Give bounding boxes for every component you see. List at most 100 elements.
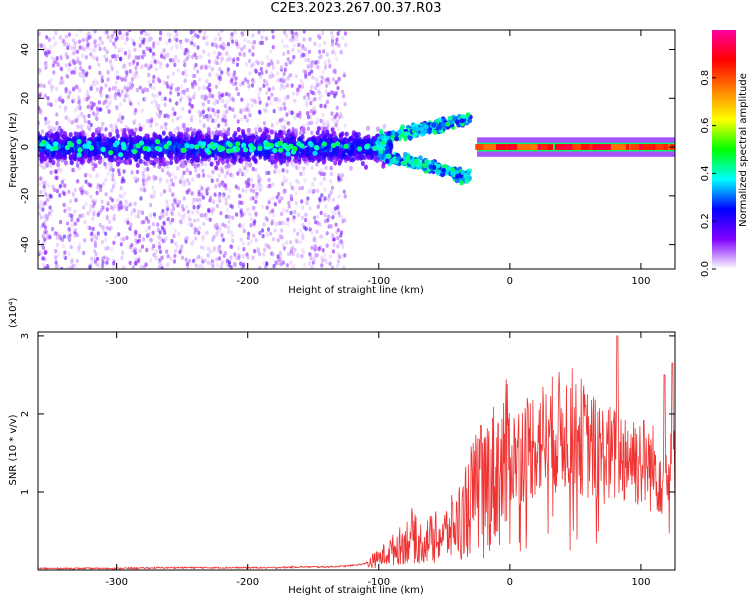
heatmap-noise-cell: [63, 183, 67, 188]
heatmap-noise-cell: [128, 202, 132, 207]
heatmap-noise-cell: [215, 262, 220, 268]
heatmap-noise-cell: [270, 61, 274, 66]
heatmap-noise-cell: [250, 40, 254, 46]
heatmap-noise-cell: [340, 215, 344, 220]
heatmap-noise-cell: [310, 84, 314, 90]
heatmap-noise-cell: [273, 202, 277, 207]
heatmap-band-cell: [165, 160, 170, 166]
heatmap-band-cell: [353, 143, 358, 149]
heatmap-noise-cell: [212, 50, 216, 56]
heatmap-noise-cell: [331, 249, 335, 254]
heatmap-band-cell: [169, 153, 174, 159]
heatmap-noise-cell: [133, 74, 137, 79]
heatmap-noise-cell: [149, 258, 153, 263]
heatmap-noise-cell: [93, 38, 97, 44]
heatmap-noise-cell: [162, 80, 166, 85]
heatmap-noise-cell: [128, 61, 132, 67]
heatmap-band-cell: [192, 128, 197, 134]
heatmap-noise-cell: [280, 39, 284, 44]
heatmap-noise-cell: [254, 100, 258, 105]
heatmap-noise-cell: [190, 177, 195, 182]
heatmap-band-peak: [76, 152, 82, 158]
heatmap-noise-cell: [218, 76, 222, 82]
heatmap-noise-cell: [295, 33, 299, 39]
heatmap-noise-cell: [304, 226, 308, 232]
heatmap-noise-cell: [318, 222, 322, 227]
heatmap-noise-cell: [262, 222, 266, 227]
heatmap-noise-cell: [211, 130, 215, 136]
heatmap-noise-cell: [313, 97, 317, 102]
heatmap-noise-cell: [109, 225, 113, 230]
heatmap-noise-cell: [152, 177, 156, 182]
heatmap-noise-cell: [239, 261, 243, 266]
heatmap-noise-cell: [239, 213, 243, 218]
heatmap-noise-cell: [41, 223, 45, 228]
heatmap-noise-cell: [52, 187, 57, 193]
heatmap-noise-cell: [334, 123, 338, 128]
heatmap-band-cell: [53, 132, 58, 138]
heatmap-noise-cell: [157, 114, 161, 119]
heatmap-noise-cell: [276, 254, 280, 259]
heatmap-noise-cell: [159, 236, 163, 241]
heatmap-noise-cell: [251, 45, 255, 50]
heatmap-noise-cell: [217, 173, 221, 178]
heatmap-noise-cell: [228, 55, 232, 60]
heatmap-noise-cell: [277, 106, 281, 112]
heatmap-noise-cell: [38, 109, 41, 115]
heatmap-band-peak: [217, 145, 223, 151]
heatmap-noise-cell: [65, 221, 70, 226]
heatmap-noise-cell: [280, 211, 284, 217]
heatmap-noise-cell: [145, 228, 149, 233]
heatmap-noise-cell: [243, 114, 247, 120]
heatmap-noise-cell: [285, 83, 289, 88]
heatmap-noise-cell: [242, 228, 246, 234]
heatmap-noise-cell: [337, 76, 341, 82]
heatmap-noise-cell: [301, 205, 305, 210]
heatmap-noise-cell: [252, 221, 256, 226]
heatmap-noise-cell: [110, 188, 114, 193]
heatmap-noise-cell: [141, 64, 145, 69]
heatmap-noise-cell: [224, 214, 228, 219]
heatmap-band-cell: [279, 159, 284, 165]
heatmap-noise-cell: [233, 114, 237, 119]
heatmap-noise-cell: [231, 215, 235, 220]
heatmap-band-cell: [285, 133, 290, 139]
heatmap-noise-cell: [120, 255, 124, 260]
heatmap-noise-cell: [151, 185, 155, 190]
heatmap-noise-cell: [192, 95, 196, 100]
heatmap-noise-cell: [319, 171, 323, 177]
heatmap-noise-cell: [319, 181, 323, 186]
heatmap-noise-cell: [188, 109, 192, 114]
heatmap-noise-cell: [280, 83, 284, 88]
heatmap-band-cell: [174, 158, 179, 164]
heatmap-noise-cell: [38, 31, 41, 36]
heatmap-noise-cell: [140, 108, 144, 114]
heatmap-noise-cell: [201, 123, 205, 128]
heatmap-noise-cell: [105, 225, 109, 231]
heatmap-noise-cell: [319, 54, 323, 59]
heatmap-noise-cell: [194, 55, 199, 60]
heatmap-noise-cell: [159, 212, 163, 217]
heatmap-noise-cell: [73, 233, 77, 238]
heatmap-noise-cell: [76, 233, 80, 238]
heatmap-noise-cell: [286, 57, 290, 62]
heatmap-noise-cell: [304, 217, 308, 223]
heatmap-noise-cell: [105, 49, 109, 54]
heatmap-noise-cell: [158, 36, 162, 41]
heatmap-band-cell: [135, 162, 140, 168]
heatmap-noise-cell: [156, 76, 160, 82]
heatmap-noise-cell: [112, 240, 116, 245]
heatmap-noise-cell: [49, 170, 53, 175]
heatmap-noise-cell: [222, 110, 226, 115]
heatmap-noise-cell: [328, 254, 333, 259]
heatmap-noise-cell: [112, 217, 116, 222]
heatmap-band-peak: [112, 142, 118, 148]
heatmap-noise-cell: [191, 36, 195, 41]
heatmap-noise-cell: [304, 212, 308, 217]
heatmap-noise-cell: [254, 211, 258, 216]
heatmap-noise-cell: [55, 175, 59, 180]
heatmap-noise-cell: [329, 166, 333, 171]
heatmap-noise-cell: [307, 71, 311, 77]
heatmap-band-peak: [296, 141, 302, 147]
heatmap-noise-cell: [199, 263, 203, 268]
